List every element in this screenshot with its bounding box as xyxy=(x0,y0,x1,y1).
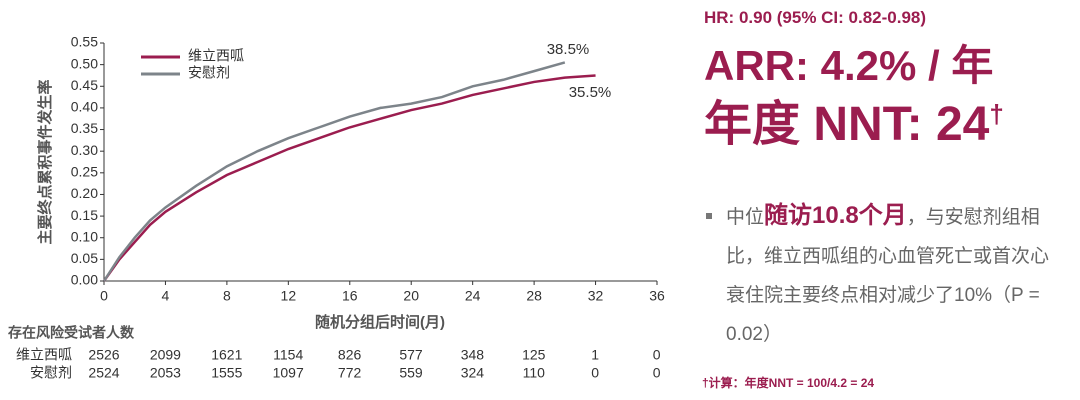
annotation: 35.5% xyxy=(569,84,612,101)
risk-cell: 2526 xyxy=(88,347,119,363)
x-tick-label: 4 xyxy=(162,288,170,304)
y-axis-label: 主要终点累积事件发生率 xyxy=(36,79,54,244)
y-tick-label: 0.45 xyxy=(71,77,98,93)
chart: 主要终点累积事件发生率 随机分组后时间(月) 存在风险受试者人数 0.00 0.0… xyxy=(8,34,665,381)
risk-cell: 1555 xyxy=(211,365,242,381)
x-tick-label: 36 xyxy=(649,288,665,304)
y-tick-label: 0.10 xyxy=(71,228,98,244)
risk-cell: 0 xyxy=(653,365,661,381)
arr-text: ARR: 4.2% / 年 xyxy=(704,42,994,89)
hr-text: HR: 0.90 (95% CI: 0.82-0.98) xyxy=(704,8,927,27)
x-tick-label: 28 xyxy=(526,288,542,304)
nnt-mark: † xyxy=(989,99,1004,129)
x-tick-label: 24 xyxy=(465,288,481,304)
y-tick-label: 0.55 xyxy=(71,34,98,50)
y-tick-label: 0.00 xyxy=(71,272,98,288)
risk-cell: 2524 xyxy=(88,365,119,381)
risk-cell: 1097 xyxy=(273,365,304,381)
y-tick-label: 0.05 xyxy=(71,250,98,266)
bullet-text: 中位随访10.8个月，与安慰剂组相比，维立西呱组的心血管死亡或首次心衰住院主要终… xyxy=(706,196,1066,354)
x-tick-label: 16 xyxy=(342,288,358,304)
y-tick-label: 0.20 xyxy=(71,185,98,201)
risk-cell: 0 xyxy=(591,365,599,381)
nnt-value: 年度 NNT: 24 xyxy=(704,98,990,151)
y-tick-label: 0.40 xyxy=(71,99,98,115)
risk-cell: 125 xyxy=(522,347,546,363)
risk-cell: 1621 xyxy=(211,347,242,363)
y-tick-label: 0.30 xyxy=(71,142,98,158)
legend-label: 维立西呱 xyxy=(188,48,244,64)
y-tick-label: 0.25 xyxy=(71,164,98,180)
bullet-rest: ，与安慰剂组相比，维立西呱组的心血管死亡或首次心衰住院主要终点相对减少了10%（… xyxy=(726,207,1050,345)
risk-cell: 1 xyxy=(591,347,599,363)
risk-cell: 2053 xyxy=(150,365,181,381)
x-tick-label: 32 xyxy=(588,288,604,304)
legend-label: 安慰剂 xyxy=(188,65,230,81)
annotation: 38.5% xyxy=(547,41,590,58)
bullet-highlight: 随访10.8个月 xyxy=(764,202,907,229)
y-tick-label: 0.15 xyxy=(71,207,98,223)
series-line xyxy=(102,74,596,282)
bullet-lead: 中位 xyxy=(726,207,765,228)
risk-cell: 2099 xyxy=(150,347,181,363)
risk-cell: 1154 xyxy=(273,347,303,363)
risk-row-name: 维立西呱 xyxy=(16,347,72,363)
risk-cell: 577 xyxy=(399,347,423,363)
nnt-text: 年度 NNT: 24† xyxy=(704,84,1004,154)
x-tick-label: 0 xyxy=(100,288,108,304)
x-tick-label: 20 xyxy=(403,288,419,304)
risk-cell: 348 xyxy=(461,347,485,363)
x-tick-label: 12 xyxy=(281,288,297,304)
risk-cell: 559 xyxy=(399,365,423,381)
risk-cell: 826 xyxy=(338,347,362,363)
risk-cell: 110 xyxy=(523,365,546,381)
y-tick-label: 0.35 xyxy=(71,120,98,136)
risk-cell: 772 xyxy=(338,365,362,381)
risk-row-name: 安慰剂 xyxy=(30,365,72,381)
x-tick-label: 8 xyxy=(223,288,231,304)
risk-table-title: 存在风险受试者人数 xyxy=(8,325,135,341)
y-tick-label: 0.50 xyxy=(71,55,98,71)
risk-cell: 0 xyxy=(653,347,661,363)
footnote: †计算：年度NNT = 100/4.2 = 24 xyxy=(702,376,875,390)
risk-cell: 324 xyxy=(461,365,485,381)
series-line xyxy=(102,61,566,282)
x-axis-label: 随机分组后时间(月) xyxy=(315,313,445,331)
